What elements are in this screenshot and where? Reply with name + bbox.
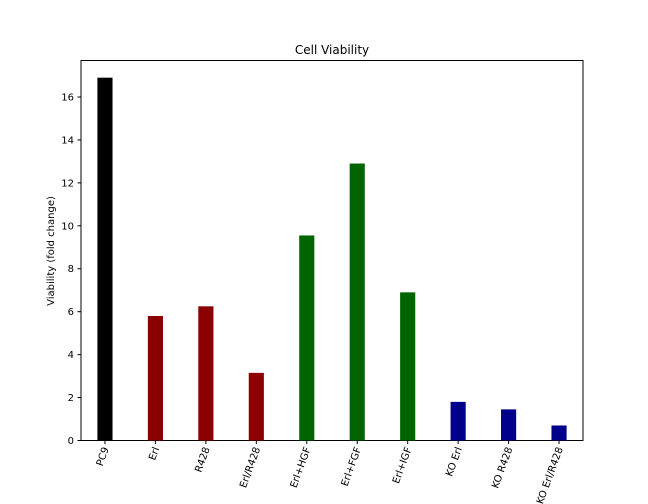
y-axis-ticks: 0 2 4 6 8 10 12 14 16: [61, 92, 81, 447]
y-tick-label: 2: [68, 393, 74, 404]
bar-ko-erl: [450, 401, 466, 441]
y-tick-label: 10: [61, 221, 74, 232]
y-tick-label: 14: [61, 135, 74, 146]
x-tick-label-ko-r428: KO R428: [490, 446, 515, 490]
bar-r428: [198, 306, 214, 441]
axes-frame: [80, 60, 584, 441]
x-axis-ticks: PC9 Erl R428 Erl/R428 Erl+HGF Erl+FGF Erl+IGF K…: [95, 440, 566, 504]
bar-pc9: [97, 77, 113, 441]
x-tick-label-erl-hgf: Erl+HGF: [289, 446, 314, 490]
x-tick-label-erl: Erl: [147, 446, 162, 462]
y-tick-label: 8: [68, 264, 74, 275]
x-tick-label-pc9: PC9: [95, 446, 112, 468]
x-tick-label-erl-igf: Erl+IGF: [391, 446, 414, 486]
y-tick-label: 16: [61, 92, 74, 103]
chart-title: Cell Viability: [295, 43, 369, 57]
x-tick-label-r428: R428: [193, 446, 212, 474]
bar-erl-hgf: [299, 235, 315, 441]
y-tick-label: 6: [68, 307, 74, 318]
x-tick-label-erl-r428: Erl/R428: [238, 446, 263, 490]
x-tick-label-erl-fgf: Erl+FGF: [340, 446, 364, 488]
bar-erl-r428: [248, 372, 264, 441]
bar-erl-igf: [400, 292, 416, 441]
x-tick-label-ko-erl-r428: KO Erl/R428: [535, 446, 566, 504]
bar-ko-r428: [501, 409, 517, 441]
y-tick-label: 12: [61, 178, 74, 189]
y-tick-label: 4: [68, 350, 74, 361]
x-tick-label-ko-erl: KO Erl: [444, 446, 465, 478]
bars-group: [97, 77, 567, 441]
bar-ko-erl-r428: [551, 425, 567, 441]
bar-erl-fgf: [349, 163, 365, 441]
plot-area: 0 2 4 6 8 10 12 14 16 PC9 Erl R428 Erl/R428 Erl+HGF E…: [61, 60, 584, 504]
y-tick-label: 0: [68, 436, 74, 447]
bar-erl: [147, 315, 163, 441]
y-axis-label: Viability (fold change): [46, 196, 57, 306]
